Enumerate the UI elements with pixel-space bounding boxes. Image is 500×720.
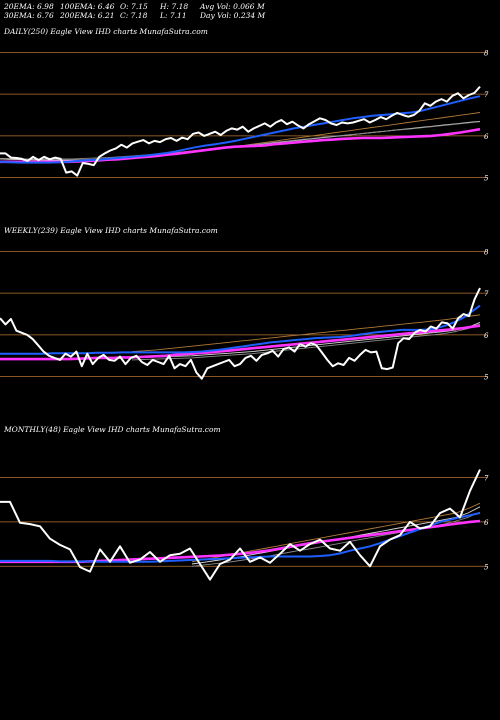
header-high: H: 7.18 [160,2,189,11]
daily-series-price-0 [0,85,481,177]
monthly-y-tick-label: 5 [484,563,489,571]
weekly-series-ma-3 [131,314,481,353]
daily-series-ema-slow-2 [0,127,481,164]
daily-chart: 5 6 7 8 [0,49,489,183]
weekly-series-ema-fast-1 [0,304,481,355]
daily-y-tick-label: 7 [484,91,489,99]
header-open: O: 7.15 [120,2,148,11]
header-low: L: 7.11 [160,11,187,20]
monthly-chart: 5 6 7 [0,469,489,581]
daily-chart-title: DAILY(250) Eagle View IHD charts MunafaS… [4,27,208,36]
monthly-series-ema-slow-2 [0,519,481,564]
daily-y-tick-label: 8 [484,49,489,57]
weekly-chart-title: WEEKLY(239) Eagle View IHD charts Munafa… [4,226,218,235]
daily-y-tick-label: 5 [484,175,489,183]
header-ema100: 100EMA: 6.46 [60,2,115,11]
header-ema30: 30EMA: 6.76 [4,11,54,20]
weekly-y-tick-label: 6 [484,332,489,340]
monthly-series-price-0 [0,469,481,581]
weekly-series-price-0 [0,287,481,380]
monthly-y-tick-label: 6 [484,519,489,527]
header-close: C: 7.18 [120,11,148,20]
monthly-y-tick-label: 7 [484,475,489,483]
daily-y-tick-label: 6 [484,133,489,141]
monthly-chart-title: MONTHLY(48) Eagle View IHD charts Munafa… [4,425,221,434]
weekly-y-tick-label: 5 [484,374,489,382]
header-ema200: 200EMA: 6.21 [60,11,115,20]
weekly-series-ma-5 [131,323,481,361]
header-day-vol: Day Vol: 0.234 M [200,11,266,20]
weekly-y-tick-label: 7 [484,290,489,298]
header-ema20: 20EMA: 6.98 [4,2,54,11]
header-avg-vol: Avg Vol: 0.066 M [200,2,265,11]
weekly-y-tick-label: 8 [484,248,489,256]
weekly-chart: 5 6 7 8 [0,248,489,382]
